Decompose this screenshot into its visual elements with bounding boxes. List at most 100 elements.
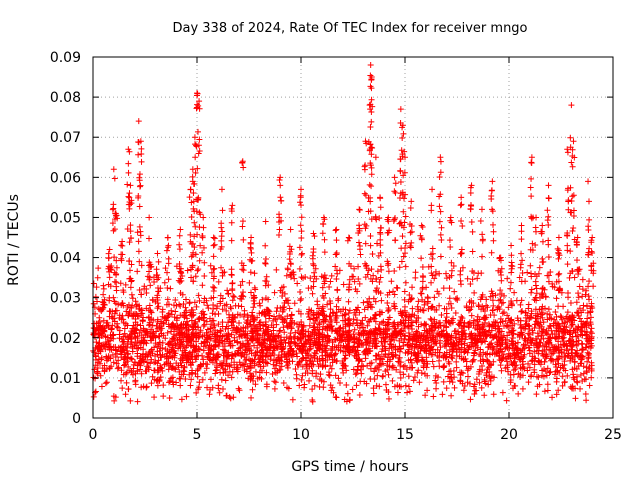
data-point — [270, 361, 277, 368]
data-point — [437, 191, 444, 198]
data-point — [519, 346, 526, 353]
data-point — [237, 362, 244, 369]
data-point — [371, 336, 378, 343]
data-point — [243, 365, 250, 372]
data-point — [148, 346, 155, 353]
data-point — [528, 308, 535, 315]
data-point — [134, 268, 141, 275]
data-point — [388, 351, 395, 358]
data-point — [225, 311, 232, 318]
data-point — [586, 216, 593, 223]
data-point — [429, 255, 436, 262]
data-point — [229, 314, 236, 321]
data-point — [171, 354, 178, 361]
data-point — [429, 322, 436, 329]
data-point — [437, 208, 444, 215]
data-point — [281, 290, 288, 297]
data-point — [165, 301, 172, 308]
data-point — [346, 349, 353, 356]
data-point — [249, 328, 256, 335]
data-point — [588, 248, 595, 255]
data-point — [271, 313, 278, 320]
data-point — [574, 333, 581, 340]
data-point — [496, 339, 503, 346]
data-point — [298, 202, 304, 209]
data-point — [574, 234, 581, 241]
data-point — [168, 311, 175, 318]
data-point — [163, 247, 170, 254]
data-point — [562, 367, 569, 374]
data-point — [428, 202, 435, 209]
data-point — [280, 316, 287, 323]
data-point — [110, 227, 117, 234]
data-point — [229, 327, 236, 334]
data-point — [343, 382, 350, 389]
data-point — [390, 218, 397, 225]
data-point — [155, 357, 162, 364]
data-point — [213, 366, 220, 373]
y-tick-label: 0.04 — [50, 251, 81, 267]
data-point — [434, 352, 441, 359]
data-point — [188, 317, 195, 324]
data-point — [390, 334, 397, 341]
data-point — [391, 174, 398, 181]
data-point — [286, 305, 293, 312]
data-point — [551, 316, 558, 323]
data-point — [571, 274, 578, 281]
data-point — [231, 334, 238, 341]
data-point — [208, 343, 215, 350]
data-point — [218, 264, 225, 271]
data-point — [219, 207, 226, 214]
data-point — [397, 374, 404, 381]
data-point — [410, 377, 417, 384]
data-point — [277, 194, 284, 201]
data-point — [277, 337, 284, 344]
data-point — [532, 241, 539, 248]
data-point — [487, 377, 494, 384]
data-point — [194, 231, 201, 238]
data-point — [546, 369, 553, 376]
data-point — [539, 285, 546, 292]
data-point — [189, 166, 196, 173]
y-tick-label: 0.08 — [50, 90, 81, 106]
data-point — [354, 355, 361, 362]
data-point — [296, 265, 303, 272]
data-point — [489, 307, 496, 314]
data-point — [226, 394, 233, 401]
data-point — [573, 299, 580, 306]
data-point — [482, 316, 489, 323]
data-point — [306, 322, 313, 329]
data-point — [379, 319, 386, 326]
data-point — [497, 254, 504, 261]
data-point — [298, 228, 305, 235]
data-point — [168, 375, 175, 382]
data-point — [186, 194, 193, 201]
data-point — [583, 397, 590, 404]
data-point — [402, 279, 409, 286]
data-point — [173, 314, 180, 321]
data-point — [372, 365, 379, 372]
data-point — [517, 301, 524, 308]
data-point — [409, 305, 416, 312]
data-point — [295, 308, 302, 315]
data-point — [240, 236, 247, 243]
data-point — [467, 281, 474, 288]
data-point — [109, 206, 116, 213]
data-point — [377, 236, 384, 243]
data-point — [114, 350, 121, 357]
data-point — [518, 329, 525, 336]
data-point — [529, 247, 536, 254]
data-point — [346, 315, 353, 322]
data-point — [151, 367, 158, 374]
data-point — [311, 339, 318, 346]
data-point — [511, 289, 518, 296]
data-point — [436, 173, 443, 180]
data-point — [542, 294, 549, 301]
data-point — [384, 354, 391, 361]
data-point — [377, 274, 384, 281]
data-point — [361, 306, 368, 313]
data-point — [392, 328, 399, 335]
data-point — [144, 359, 151, 366]
data-point — [109, 220, 116, 227]
data-point — [574, 379, 581, 386]
